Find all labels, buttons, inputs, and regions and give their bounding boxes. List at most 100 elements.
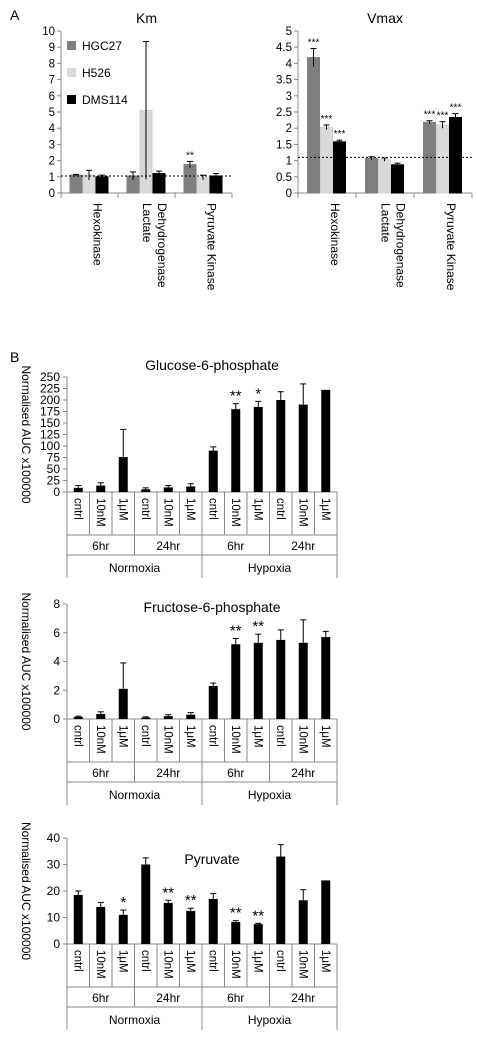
y-tick-label: 3 xyxy=(49,139,55,151)
condition-group-label: Hypoxia xyxy=(248,1013,292,1027)
chart-title: Pyruvate xyxy=(184,851,239,867)
bar xyxy=(208,898,218,944)
category-label: 1μM xyxy=(319,950,331,973)
y-axis-label: Normalised AUC x100000 xyxy=(19,592,33,730)
y-tick-label: 2 xyxy=(49,156,55,168)
bar xyxy=(163,902,173,944)
significance-label: ** xyxy=(252,618,264,635)
y-tick-label: 75 xyxy=(47,451,61,465)
y-tick-label: 5 xyxy=(49,107,55,119)
category-label: cntrl xyxy=(206,725,218,747)
legend-swatch-h526 xyxy=(67,68,76,77)
category-label: cntrl xyxy=(71,950,83,972)
category-label: 1μM xyxy=(251,498,263,521)
significance-label: ** xyxy=(230,623,242,640)
bar xyxy=(141,864,151,944)
y-tick-label: 125 xyxy=(40,428,60,442)
bar xyxy=(96,485,106,492)
category-label: 10nM xyxy=(229,498,241,527)
bar xyxy=(276,856,286,944)
y-tick-label: 3.5 xyxy=(276,75,292,87)
y-tick-label: 20 xyxy=(47,884,61,898)
y-tick-label: 2.5 xyxy=(276,107,292,119)
y-tick-label: 25 xyxy=(47,474,61,488)
y-tick-label: 2 xyxy=(286,123,292,135)
bar xyxy=(96,906,106,944)
bar xyxy=(208,450,218,492)
significance-label: ** xyxy=(185,892,197,909)
bar-h526 xyxy=(320,126,333,194)
legend-label: HGC27 xyxy=(82,39,122,53)
bar xyxy=(253,924,263,944)
significance-label: ** xyxy=(230,388,242,405)
time-group-label: 6hr xyxy=(92,991,109,1005)
y-tick-label: 0 xyxy=(286,188,292,200)
bar xyxy=(163,716,173,719)
bar xyxy=(96,713,106,719)
category-label: 1μM xyxy=(251,950,263,973)
condition-group-label: Hypoxia xyxy=(248,788,292,802)
time-group-label: 24hr xyxy=(291,539,315,553)
category-label: cntrl xyxy=(274,950,286,972)
bar-h526 xyxy=(436,124,449,194)
significance-label: *** xyxy=(424,110,436,121)
condition-group-label: Normoxia xyxy=(109,788,161,802)
y-tick-label: 7 xyxy=(49,75,55,87)
bar xyxy=(163,487,173,492)
significance-label: ** xyxy=(162,884,174,901)
vmax-chart: Vmax00.511.522.533.544.55*********Hexoki… xyxy=(276,10,473,291)
y-tick-label: 0 xyxy=(53,712,60,726)
category-label: 1μM xyxy=(116,950,128,973)
bar xyxy=(231,922,241,944)
time-group-label: 6hr xyxy=(227,539,244,553)
bar xyxy=(73,894,83,944)
y-tick-label: 0 xyxy=(49,188,55,200)
bar-dms114 xyxy=(209,175,223,194)
bar-hgc27 xyxy=(183,164,197,194)
bar xyxy=(276,400,286,492)
y-tick-label: 8 xyxy=(49,58,55,70)
y-tick-label: 1 xyxy=(286,156,292,168)
chart-title: Km xyxy=(136,10,157,26)
bar-dms114 xyxy=(391,164,404,194)
bar xyxy=(186,714,196,719)
y-tick-label: 250 xyxy=(40,370,60,384)
condition-group-label: Hypoxia xyxy=(248,561,292,575)
bar-dms114 xyxy=(95,176,109,194)
panel-label-a: A xyxy=(10,7,20,23)
y-tick-label: 225 xyxy=(40,382,60,396)
condition-group-label: Normoxia xyxy=(109,1013,161,1027)
category-label: Pyruvate Kinase xyxy=(205,203,219,291)
time-group-label: 24hr xyxy=(156,539,180,553)
bar-h526 xyxy=(378,159,391,194)
bar xyxy=(321,637,331,719)
legend-swatch-dms114 xyxy=(67,95,76,104)
bar xyxy=(73,487,83,492)
significance-label: *** xyxy=(437,111,449,122)
time-group-label: 24hr xyxy=(156,766,180,780)
y-tick-label: 50 xyxy=(47,462,61,476)
bar xyxy=(321,389,331,492)
category-label: 1μM xyxy=(319,498,331,521)
legend-label: H526 xyxy=(82,66,111,80)
bar xyxy=(73,716,83,719)
bar xyxy=(118,688,128,719)
y-tick-label: 4 xyxy=(53,655,60,669)
significance-label: *** xyxy=(321,114,333,125)
y-tick-label: 100 xyxy=(40,439,60,453)
significance-label: *** xyxy=(334,129,346,140)
time-group-label: 6hr xyxy=(92,539,109,553)
significance-label: *** xyxy=(450,103,462,114)
category-label: 1μM xyxy=(319,725,331,748)
time-group-label: 6hr xyxy=(227,766,244,780)
bar-hgc27 xyxy=(423,121,436,194)
category-label: Hexokinase xyxy=(91,203,105,266)
category-label: Pyruvate Kinase xyxy=(444,203,458,291)
chart-title: Glucose-6-phosphate xyxy=(145,357,279,373)
bar xyxy=(118,914,128,944)
y-tick-label: 8 xyxy=(53,597,60,611)
y-tick-label: 1.5 xyxy=(276,139,292,151)
time-group-label: 6hr xyxy=(227,991,244,1005)
bar xyxy=(231,409,241,492)
